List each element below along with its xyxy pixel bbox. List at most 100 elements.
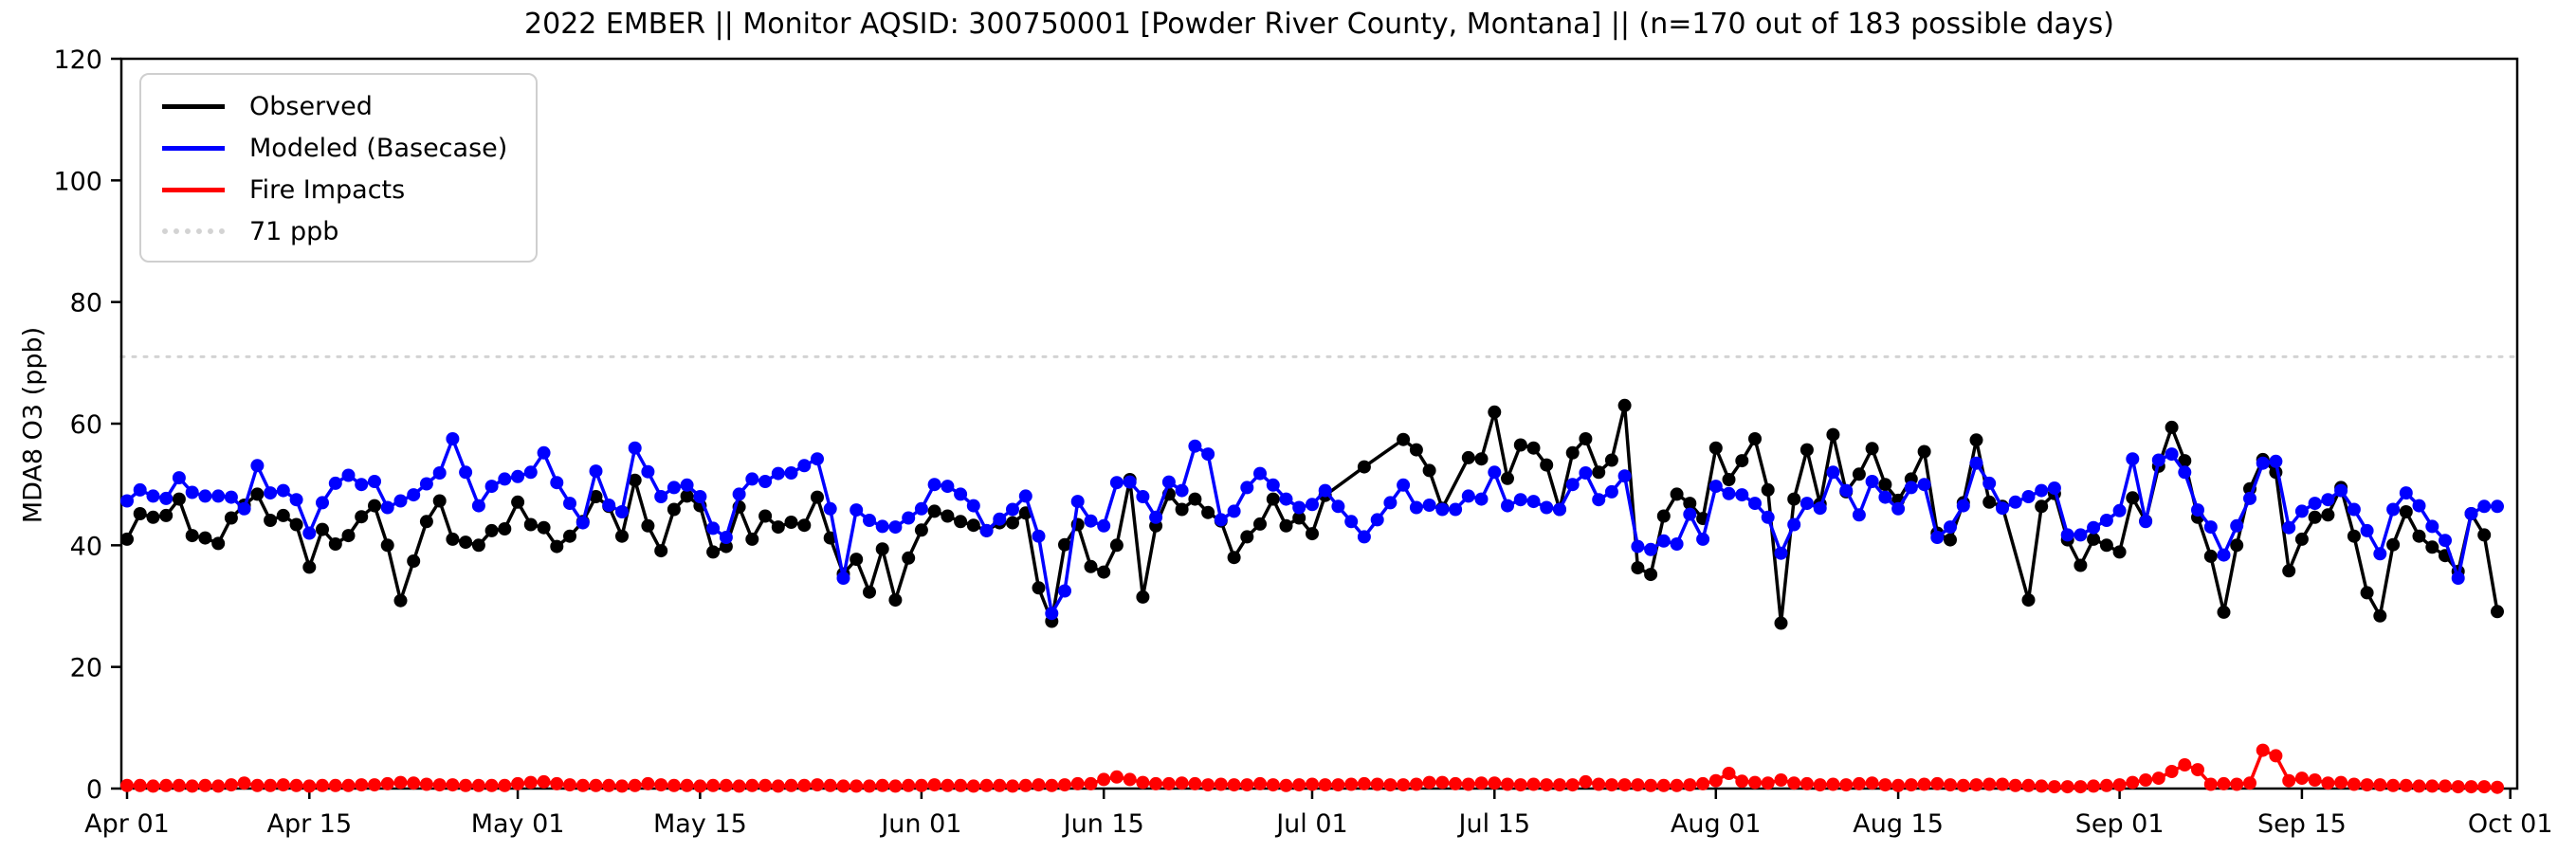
data-point <box>2074 528 2088 542</box>
data-point <box>1045 778 1059 792</box>
data-point <box>1748 432 1762 445</box>
data-point <box>1370 513 1384 527</box>
data-point <box>2087 532 2101 546</box>
modeled-line-swatch <box>162 145 225 151</box>
data-point <box>1097 518 1111 533</box>
data-point <box>2399 486 2413 500</box>
data-point <box>2126 775 2140 789</box>
data-point <box>1409 500 1423 515</box>
data-point <box>2282 773 2296 788</box>
data-point <box>1722 767 1736 780</box>
data-point <box>146 779 160 793</box>
data-point <box>1513 493 1527 507</box>
data-point <box>1397 778 1411 792</box>
data-point <box>863 779 876 793</box>
data-point <box>2477 499 2492 514</box>
data-point <box>419 477 433 491</box>
data-point <box>1175 776 1189 790</box>
data-point <box>706 545 721 559</box>
x-axis: Apr 01 Apr 15 May 01 May 15 Jun 01 Jun 15 Jul … <box>84 789 2553 839</box>
data-point <box>1996 777 2009 791</box>
data-point <box>1188 439 1202 453</box>
data-point <box>914 523 928 537</box>
data-point <box>1774 546 1788 560</box>
data-point <box>459 535 473 550</box>
data-point <box>680 778 694 792</box>
data-point <box>159 778 174 792</box>
data-point <box>2139 515 2153 529</box>
data-point <box>198 778 212 792</box>
data-point <box>1058 537 1071 552</box>
data-point <box>2347 777 2361 791</box>
data-point <box>237 501 251 516</box>
data-point <box>498 778 512 792</box>
data-point <box>706 778 721 792</box>
data-point <box>771 466 785 481</box>
data-point <box>380 500 394 515</box>
data-point <box>1670 487 1684 501</box>
data-point <box>133 778 147 792</box>
data-point <box>1826 427 1840 442</box>
data-point <box>1656 509 1671 523</box>
data-point <box>2165 765 2179 778</box>
data-point <box>1513 438 1527 452</box>
data-point <box>2282 520 2296 535</box>
data-point <box>1306 777 1319 791</box>
data-point <box>2035 499 2049 514</box>
observed-line-swatch <box>162 103 225 109</box>
data-point <box>276 778 290 792</box>
data-point <box>1488 776 1502 790</box>
data-point <box>966 499 980 513</box>
data-point <box>1604 453 1618 467</box>
data-point <box>211 536 226 551</box>
data-point <box>1656 534 1671 548</box>
data-point <box>2112 503 2127 517</box>
data-point <box>1344 515 1359 529</box>
data-point <box>2035 483 2049 498</box>
data-point <box>368 499 381 513</box>
data-point <box>2386 502 2401 517</box>
data-point <box>1136 490 1150 503</box>
data-point <box>563 497 576 511</box>
data-point <box>1813 778 1827 792</box>
data-point <box>1891 501 1906 516</box>
data-point <box>2399 505 2413 518</box>
data-point <box>1631 539 1645 554</box>
data-point <box>654 778 668 792</box>
data-point <box>1865 475 1879 488</box>
legend: Observed Modeled (Basecase) Fire Impacts… <box>139 73 539 263</box>
data-point <box>341 468 356 482</box>
data-point <box>1670 778 1684 792</box>
data-point <box>1070 776 1085 790</box>
data-point <box>1032 581 1046 595</box>
data-point <box>954 487 968 501</box>
data-point <box>654 544 668 558</box>
data-point <box>146 489 160 503</box>
data-point <box>1109 476 1124 490</box>
data-point <box>1123 475 1137 489</box>
data-point <box>1526 495 1541 509</box>
data-point <box>966 779 980 793</box>
data-point <box>341 778 356 792</box>
data-point <box>159 508 174 522</box>
data-point <box>836 572 850 585</box>
data-point <box>602 778 616 792</box>
data-point <box>1279 518 1293 533</box>
data-point <box>850 779 864 793</box>
data-point <box>680 489 694 503</box>
data-point <box>615 779 629 793</box>
data-point <box>2217 548 2231 562</box>
legend-item-observed: Observed <box>162 90 507 122</box>
data-point <box>2074 558 2088 572</box>
data-point <box>1136 590 1150 604</box>
data-point <box>1644 778 1658 792</box>
data-point <box>419 777 433 791</box>
data-point <box>198 531 212 545</box>
data-point <box>2217 605 2231 619</box>
data-point <box>1839 483 1854 498</box>
data-point <box>484 480 499 494</box>
data-point <box>2308 773 2322 787</box>
data-point <box>1383 778 1398 792</box>
data-point <box>302 526 317 540</box>
data-point <box>2412 529 2426 543</box>
